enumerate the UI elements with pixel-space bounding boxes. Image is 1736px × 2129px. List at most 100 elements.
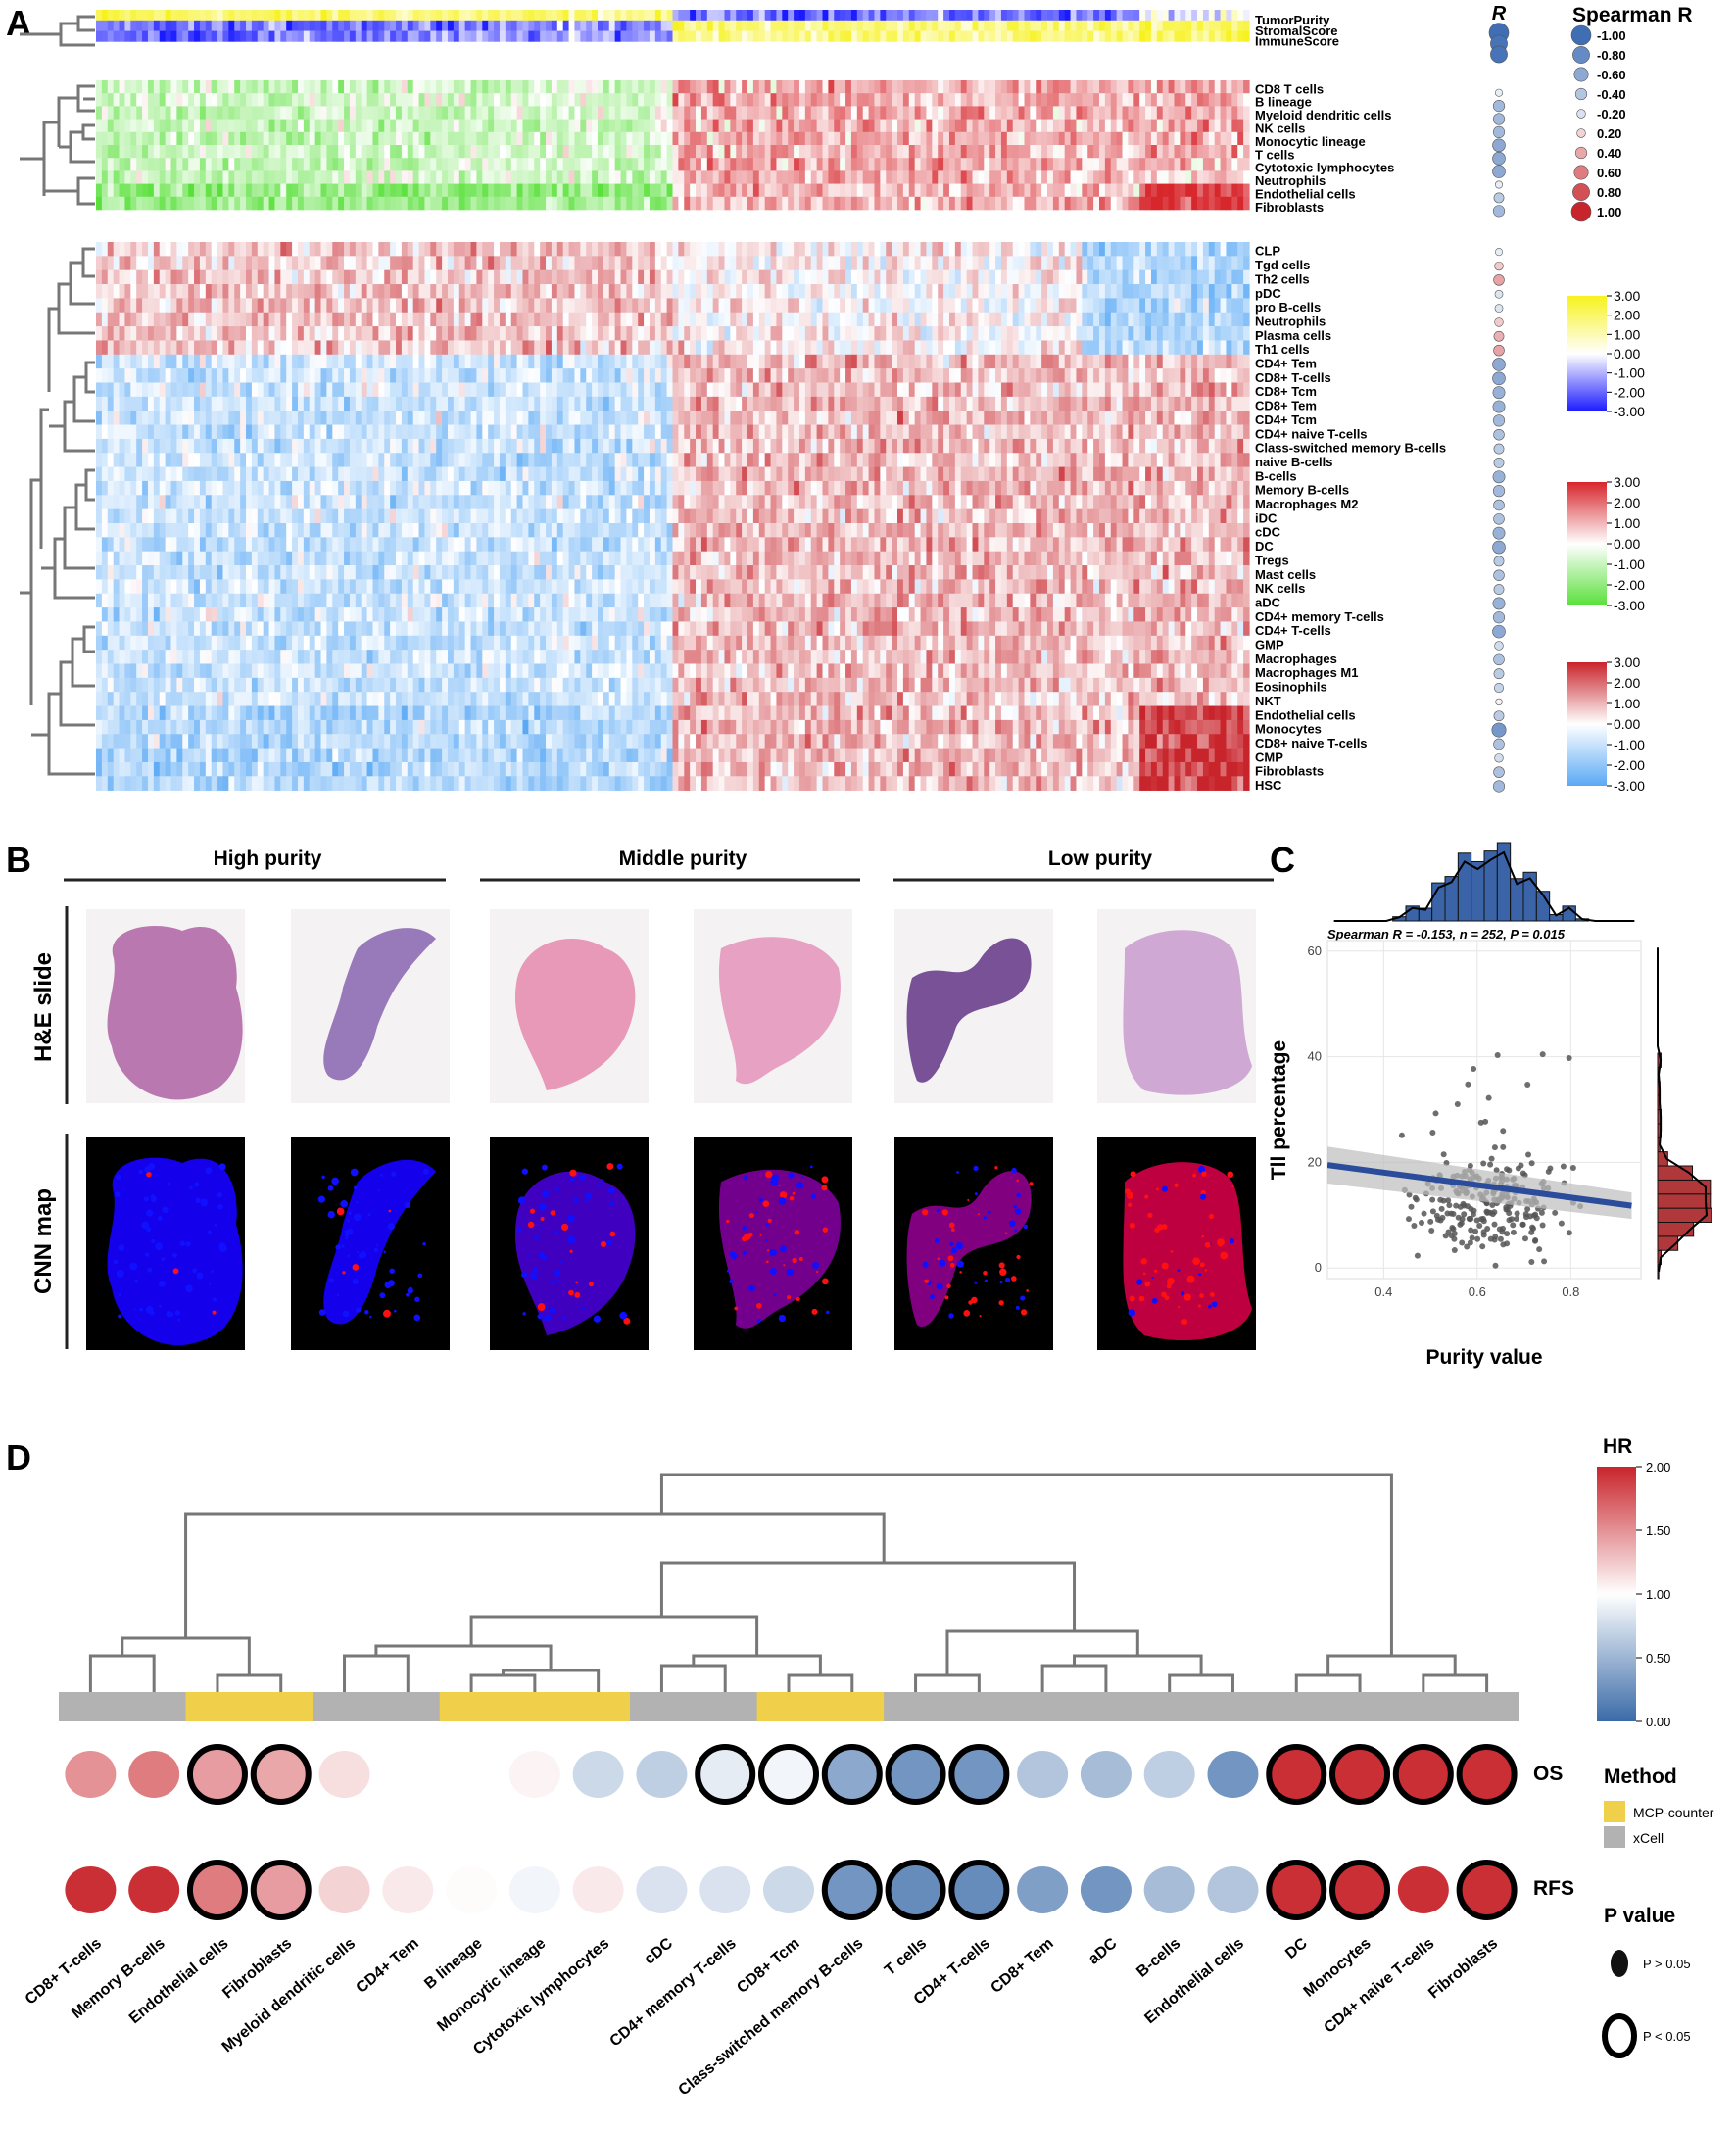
scatter-point [1494, 1052, 1501, 1059]
os-circle-20 [1329, 1744, 1391, 1805]
scatter-point [1414, 1252, 1421, 1259]
method-swatch-mcp [1604, 1801, 1625, 1822]
rfs-circle-10 [699, 1866, 751, 1913]
scatter-point [1519, 1221, 1526, 1228]
mcp-row-label-2: Myeloid dendritic cells [1255, 108, 1391, 122]
scatter-point [1484, 1209, 1491, 1216]
xcell-row-label-13: CD4+ naive T-cells [1255, 426, 1368, 441]
scatter-point [1518, 1162, 1524, 1169]
colorbar-xcell-tick-6: -3.00 [1614, 778, 1645, 794]
scatter-point [1434, 1216, 1441, 1223]
scatter-point [1440, 1151, 1447, 1158]
xcell-r-circle-4 [1494, 304, 1504, 313]
method-cell-1 [121, 1692, 187, 1721]
scatter-point [1566, 1055, 1572, 1062]
spearman-legend-circle-0 [1570, 24, 1592, 46]
xcell-r-circle-10 [1492, 386, 1506, 400]
r-circles [1488, 23, 1510, 793]
xcell-r-circle-9 [1492, 371, 1506, 386]
colorbar-xcell-tick-5: -2.00 [1614, 757, 1645, 773]
scatter-point [1437, 1196, 1444, 1203]
xcell-r-circle-19 [1493, 513, 1505, 525]
scatter-point [1421, 1210, 1427, 1217]
scatter-point [1480, 1160, 1487, 1167]
scatter-point [1492, 1234, 1499, 1240]
method-cell-18 [1201, 1692, 1266, 1721]
os-circle-10 [695, 1744, 756, 1805]
xcell-r-circle-30 [1493, 668, 1505, 680]
scatter-point [1504, 1240, 1511, 1247]
column-label-5: CD4+ Tem [354, 1935, 422, 1997]
method-legend-title: Method [1604, 1766, 1677, 1788]
xcell-r-circle-5 [1494, 317, 1504, 327]
scatter-point [1510, 1229, 1517, 1235]
os-circle-21 [1392, 1744, 1454, 1805]
hr-tick-3: 0.50 [1646, 1651, 1670, 1666]
column-label-16: aDC [1085, 1935, 1121, 1968]
score-row-label-0: TumorPurity [1255, 13, 1330, 27]
spearman-legend-circle-3 [1574, 87, 1588, 101]
scatter-point [1503, 1206, 1510, 1213]
xcell-r-circle-33 [1493, 710, 1505, 722]
xcell-r-circle-23 [1493, 569, 1505, 581]
xcell-row-label-30: Macrophages M1 [1255, 665, 1358, 680]
xcell-r-circle-28 [1494, 641, 1504, 651]
x-axis-label: Purity value [1425, 1346, 1542, 1369]
spearman-legend-circle-6 [1574, 146, 1588, 160]
spearman-legend-circle-7 [1573, 165, 1589, 180]
scatter-point [1398, 1132, 1405, 1138]
scatter-point [1454, 1100, 1461, 1107]
xcell-r-circle-21 [1492, 540, 1506, 555]
regression-fit [1327, 1162, 1632, 1209]
os-circle-0 [65, 1751, 117, 1798]
pvalue-swatch-sig [1602, 2013, 1637, 2058]
group-high-purity: High purity [214, 847, 322, 870]
xcell-r-circle-12 [1492, 414, 1506, 427]
spearman-legend-label-1: -0.80 [1597, 48, 1626, 63]
colorbar-mcp-tick-6: -3.00 [1614, 598, 1645, 613]
xcell-row-label-38: HSC [1255, 778, 1282, 793]
r-column-header: R [1492, 3, 1507, 24]
scatter-point [1530, 1225, 1537, 1232]
xcell-r-circle-20 [1492, 526, 1506, 540]
colorbar-xcell-tick-3: 0.00 [1614, 716, 1640, 732]
x-tick-2: 0.8 [1562, 1284, 1579, 1299]
rfs-circle-11 [763, 1866, 814, 1913]
colorbar-mcp-tick-0: 3.00 [1614, 474, 1640, 490]
xcell-r-circle-13 [1493, 428, 1505, 441]
spearman-legend-label-6: 0.40 [1597, 146, 1621, 161]
panel-b: B High purity Middle purity Low purity H… [6, 840, 1274, 1350]
right-hist-bar [1657, 1193, 1712, 1209]
method-cell-9 [630, 1692, 695, 1721]
rfs-circle-3 [250, 1860, 312, 1920]
scatter-point [1427, 1218, 1434, 1225]
hr-legend-title: HR [1603, 1435, 1632, 1458]
group-middle-purity: Middle purity [619, 847, 747, 870]
mcp-r-circle-9 [1492, 205, 1506, 218]
method-cell-0 [59, 1692, 123, 1721]
xcell-row-label-18: Macrophages M2 [1255, 497, 1358, 511]
scatter-point [1461, 1211, 1468, 1218]
scatter-point [1450, 1211, 1457, 1218]
colorbar-score-tick-4: -1.00 [1614, 365, 1645, 381]
method-cell-2 [185, 1692, 250, 1721]
colorbar-score-tick-1: 2.00 [1614, 308, 1640, 323]
rfs-circle-14 [948, 1860, 1010, 1920]
scatter-point [1464, 1243, 1471, 1250]
spearman-legend-label-4: -0.20 [1597, 107, 1626, 121]
scatter-point [1405, 1216, 1412, 1223]
scatter-point [1521, 1235, 1528, 1242]
xcell-r-circle-6 [1493, 330, 1505, 342]
os-circle-18 [1207, 1751, 1259, 1798]
os-circle-19 [1266, 1744, 1327, 1805]
spearman-legend-label-9: 1.00 [1597, 205, 1621, 219]
os-circle-13 [885, 1744, 946, 1805]
scatter-point [1488, 1155, 1495, 1162]
colorbar-score-tick-6: -3.00 [1614, 404, 1645, 419]
right-hist-bar [1657, 1165, 1694, 1181]
scatter-point [1429, 1129, 1436, 1136]
spearman-legend-circle-9 [1570, 201, 1592, 222]
column-label-7: Monocytic lineage [434, 1935, 549, 2035]
scatter-point [1470, 1211, 1476, 1218]
